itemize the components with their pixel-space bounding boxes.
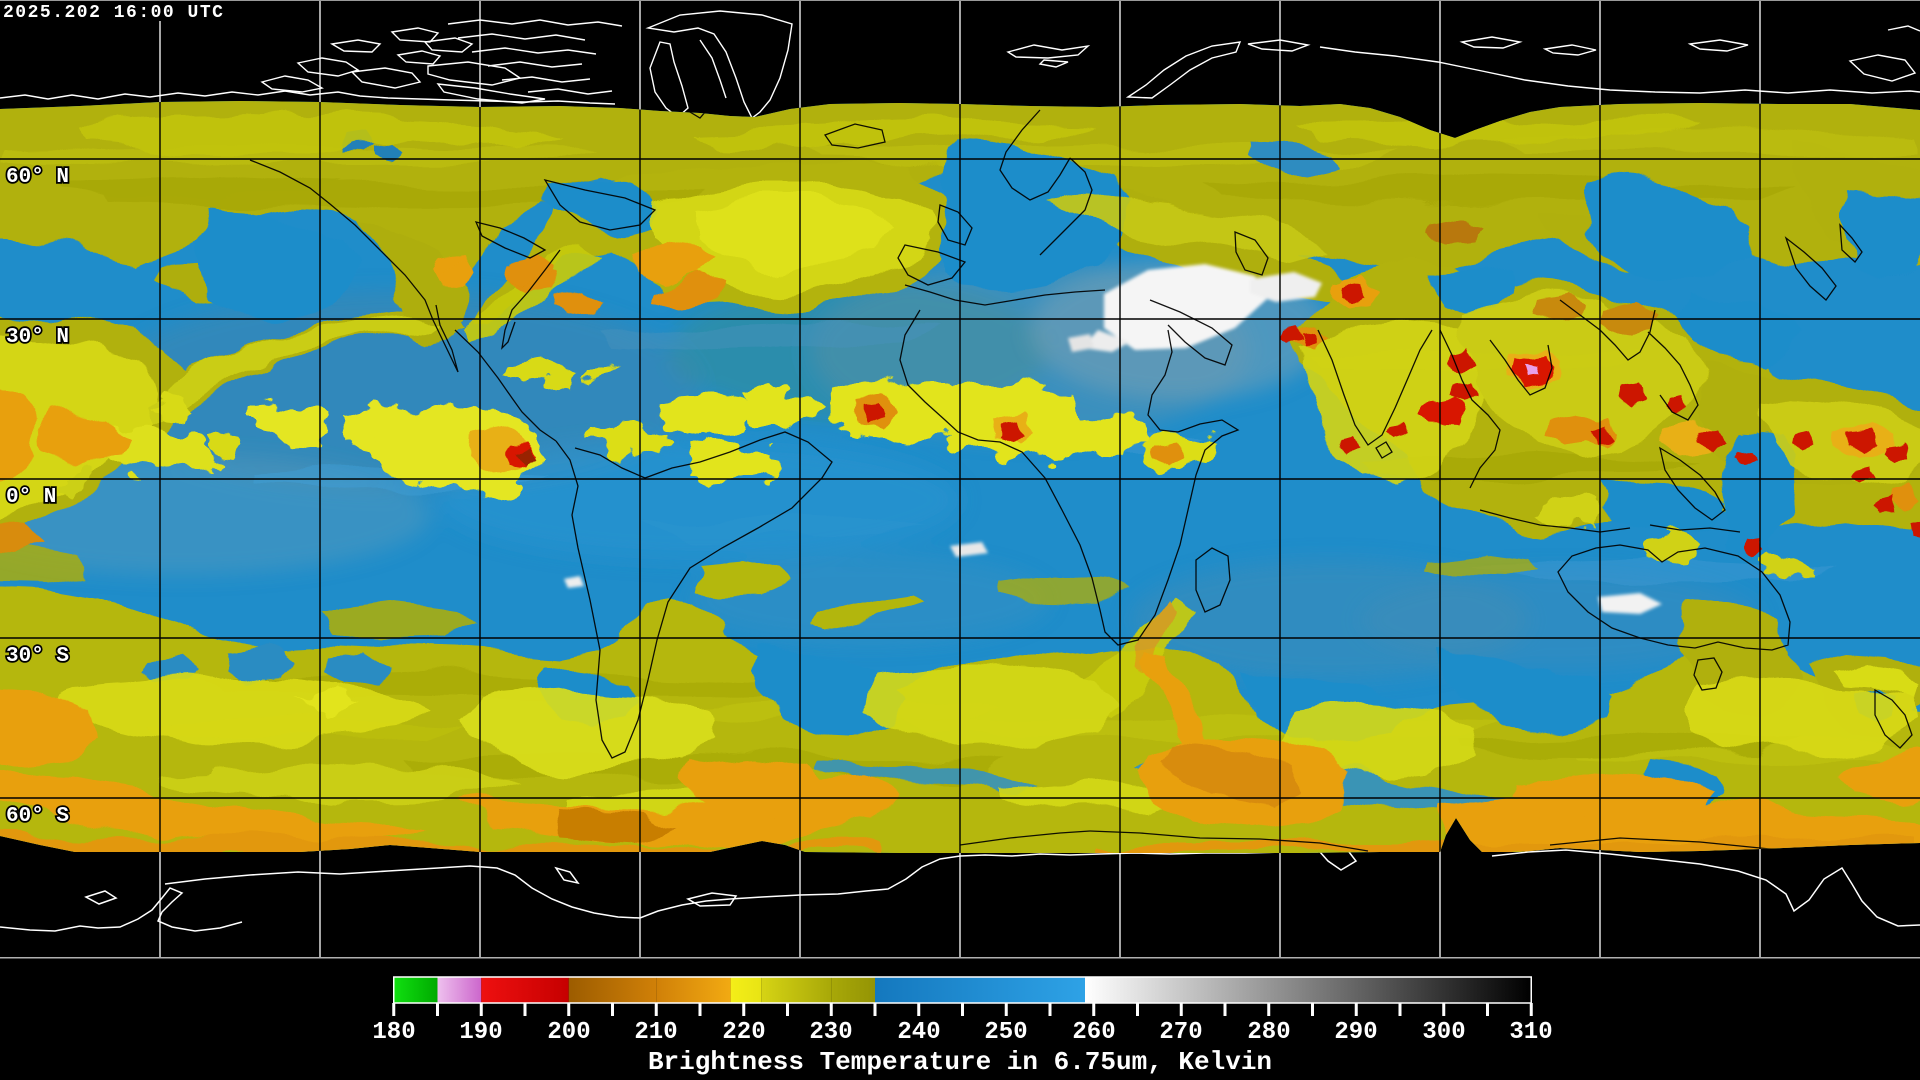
svg-text:290: 290 <box>1334 1019 1377 1046</box>
svg-text:190: 190 <box>459 1019 502 1046</box>
svg-text:2025.202 16:00 UTC: 2025.202 16:00 UTC <box>3 3 224 23</box>
svg-text:200: 200 <box>547 1019 590 1046</box>
svg-text:240: 240 <box>897 1019 940 1046</box>
svg-text:60° S: 60° S <box>6 805 69 828</box>
svg-text:310: 310 <box>1509 1019 1552 1046</box>
svg-text:30° N: 30° N <box>6 326 69 349</box>
svg-text:Brightness Temperature in 6.75: Brightness Temperature in 6.75um, Kelvin <box>648 1047 1272 1077</box>
svg-text:60° N: 60° N <box>6 166 69 189</box>
svg-text:280: 280 <box>1247 1019 1290 1046</box>
svg-text:30° S: 30° S <box>6 645 69 668</box>
svg-text:210: 210 <box>634 1019 677 1046</box>
svg-text:300: 300 <box>1422 1019 1465 1046</box>
svg-text:180: 180 <box>372 1019 415 1046</box>
svg-text:260: 260 <box>1072 1019 1115 1046</box>
svg-text:230: 230 <box>809 1019 852 1046</box>
svg-text:250: 250 <box>984 1019 1027 1046</box>
svg-text:0° N: 0° N <box>6 486 56 509</box>
svg-text:220: 220 <box>722 1019 765 1046</box>
svg-text:270: 270 <box>1159 1019 1202 1046</box>
